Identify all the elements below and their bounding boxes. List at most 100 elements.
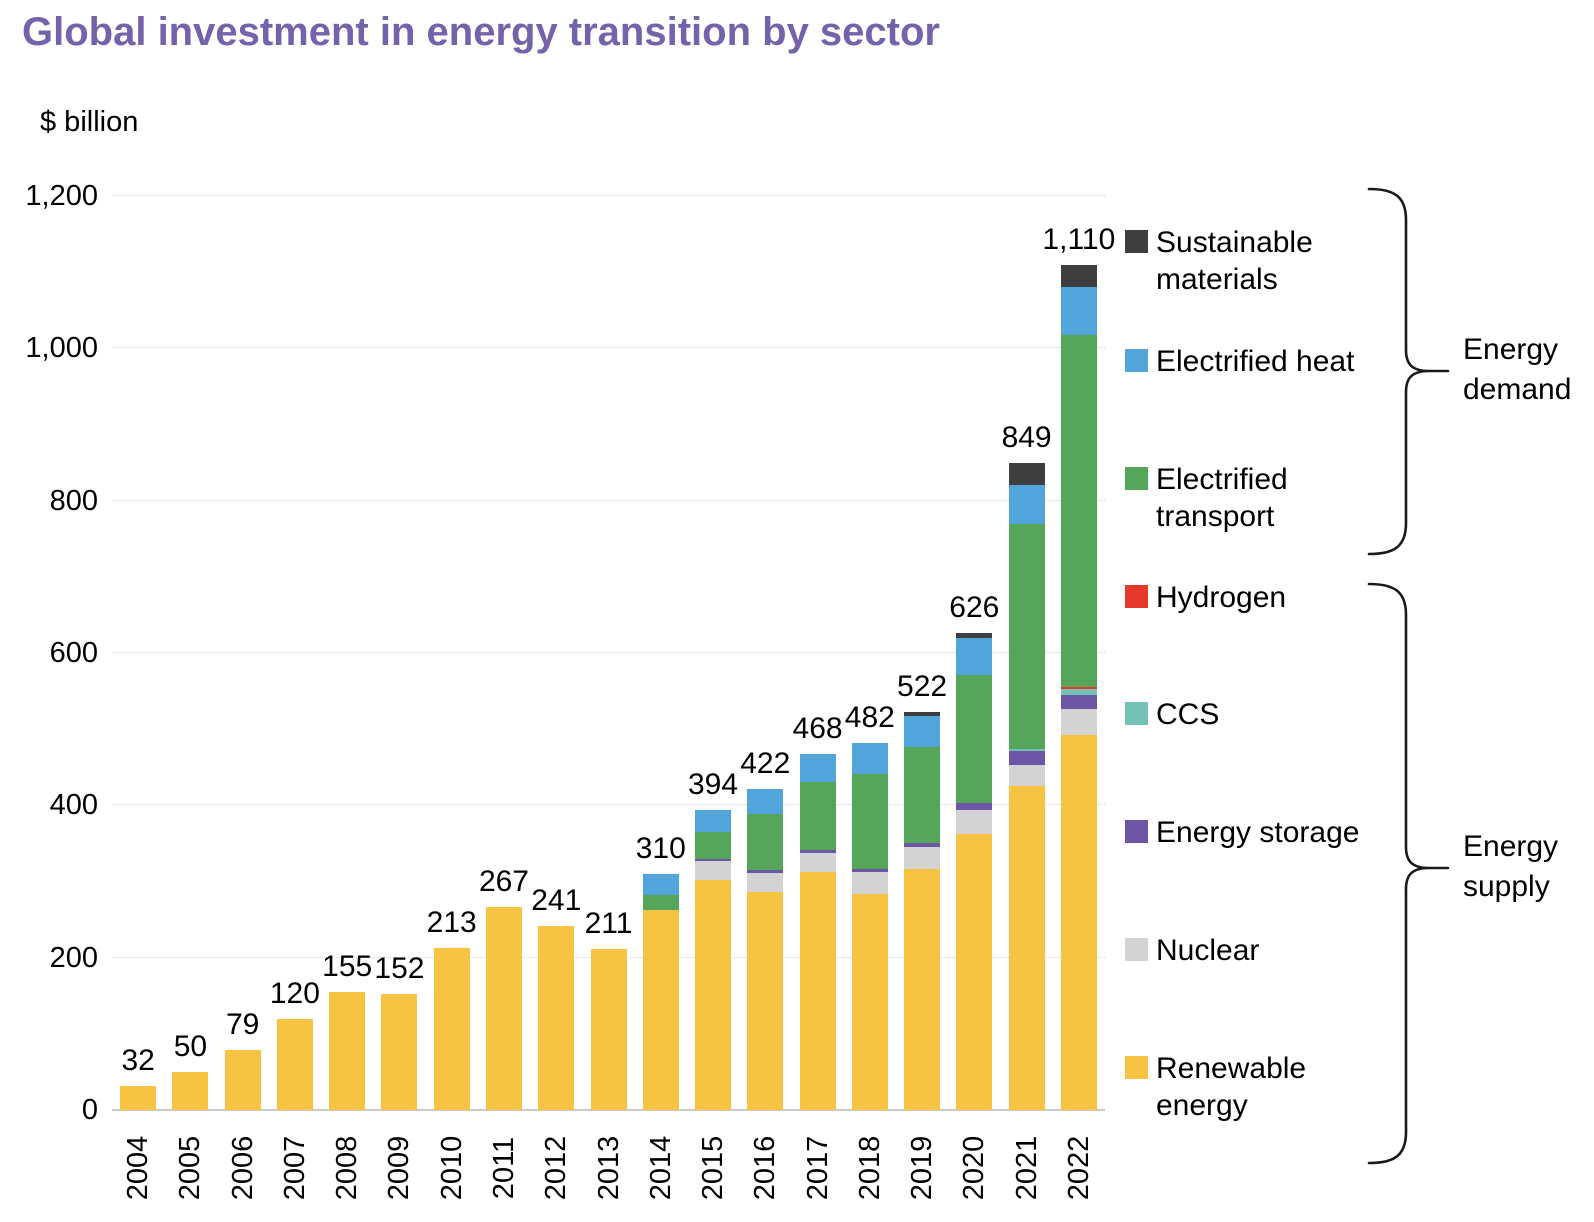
bar-2018: [851, 742, 888, 1110]
bar-segment-electrified-heat-2022: [1060, 287, 1097, 335]
bar-segment-electrified-heat-2019: [904, 715, 941, 748]
legend-swatch-renewable-energy: [1125, 1056, 1148, 1079]
energy-demand-brace: [1367, 187, 1450, 556]
legend-label: Hydrogen: [1156, 581, 1287, 614]
bar-segment-renewable-energy-2022: [1060, 734, 1097, 1110]
y-tick-200: 200: [49, 941, 98, 974]
gridline-600: [112, 652, 1105, 653]
bar-total-label-2019: 522: [897, 670, 948, 704]
x-axis-line: [112, 1109, 1105, 1111]
bar-segment-energy-storage-2021: [1008, 751, 1045, 765]
legend-label: CCS: [1156, 698, 1220, 731]
legend-swatch-electrified-transport: [1125, 467, 1148, 490]
bar-total-label-2004: 32: [121, 1043, 155, 1077]
x-tick-2019: 2019: [906, 1135, 939, 1201]
bar-total-label-2005: 50: [173, 1029, 208, 1063]
bar-segment-electrified-heat-2014: [642, 873, 679, 896]
bar-segment-energy-storage-2017: [799, 850, 836, 854]
legend-label: Renewable energy: [1156, 1052, 1307, 1122]
legend-swatch-nuclear: [1125, 938, 1148, 961]
legend-item-renewable-energy: Renewable energy: [1125, 1050, 1306, 1124]
legend-item-electrified-heat: Electrified heat: [1125, 343, 1354, 380]
bar-total-label-2015: 394: [687, 767, 739, 801]
bar-2013: [590, 949, 627, 1110]
bar-segment-nuclear-2021: [1008, 764, 1045, 787]
bar-segment-sustainable-materials-2019: [904, 712, 941, 716]
energy-supply-brace: [1367, 582, 1450, 1165]
bar-segment-renewable-energy-2006: [224, 1049, 261, 1110]
bar-2017: [799, 753, 836, 1110]
bar-segment-ccs-2022: [1060, 688, 1097, 695]
bar-segment-electrified-transport-2014: [642, 895, 679, 911]
bar-total-label-2008: 155: [322, 949, 373, 983]
bar-2008: [329, 991, 366, 1110]
bar-segment-renewable-energy-2016: [747, 892, 784, 1110]
bar-total-label-2022: 1,110: [1042, 222, 1116, 256]
bar-2016: [747, 788, 784, 1110]
legend-item-sustainable-materials: Sustainable materials: [1125, 224, 1313, 298]
y-tick-1,000: 1,000: [25, 332, 98, 365]
bar-total-label-2017: 468: [792, 711, 843, 745]
bar-segment-energy-storage-2015: [695, 859, 732, 861]
bar-segment-electrified-transport-2021: [1008, 524, 1045, 749]
bar-segment-electrified-transport-2022: [1060, 334, 1097, 687]
bar-segment-energy-storage-2018: [851, 868, 888, 873]
bar-segment-renewable-energy-2004: [120, 1085, 157, 1110]
bar-total-label-2020: 626: [949, 591, 1000, 625]
bar-segment-energy-storage-2016: [747, 870, 784, 874]
bar-segment-sustainable-materials-2022: [1060, 264, 1097, 288]
bar-total-label-2016: 422: [740, 746, 791, 780]
bar-segment-electrified-transport-2017: [799, 781, 836, 851]
bar-segment-renewable-energy-2020: [956, 833, 993, 1110]
bar-total-label-2009: 152: [374, 952, 425, 986]
legend-item-hydrogen: Hydrogen: [1125, 579, 1286, 616]
bar-2022: [1060, 264, 1097, 1110]
bar-2006: [224, 1049, 261, 1110]
bar-segment-electrified-heat-2015: [695, 809, 732, 833]
x-tick-2017: 2017: [801, 1135, 834, 1201]
bar-segment-renewable-energy-2007: [276, 1018, 313, 1110]
bar-total-label-2014: 310: [635, 831, 686, 865]
x-tick-2006: 2006: [226, 1135, 259, 1201]
bar-segment-nuclear-2015: [695, 860, 732, 880]
bar-segment-nuclear-2016: [747, 873, 784, 893]
legend-label: Energy storage: [1156, 816, 1360, 849]
bar-2007: [276, 1018, 313, 1110]
chart-title: Global investment in energy transition b…: [22, 10, 940, 54]
x-tick-2005: 2005: [174, 1135, 207, 1201]
energy-supply-label: Energy supply: [1463, 830, 1559, 903]
x-tick-2010: 2010: [435, 1135, 468, 1201]
legend-item-energy-storage: Energy storage: [1125, 814, 1359, 851]
bar-2015: [695, 809, 732, 1110]
gridline-800: [112, 499, 1105, 501]
bar-segment-electrified-heat-2016: [747, 788, 784, 814]
bar-total-label-2010: 213: [426, 905, 477, 939]
bar-segment-renewable-energy-2009: [381, 994, 418, 1110]
x-tick-2014: 2014: [644, 1135, 677, 1201]
bar-segment-electrified-heat-2018: [851, 742, 888, 775]
bar-segment-nuclear-2018: [851, 872, 888, 894]
bar-segment-renewable-energy-2012: [538, 926, 575, 1110]
x-tick-2013: 2013: [592, 1135, 625, 1201]
bar-2009: [381, 994, 418, 1110]
legend-swatch-ccs: [1125, 702, 1148, 725]
legend-swatch-energy-storage: [1125, 820, 1148, 843]
bar-segment-renewable-energy-2019: [904, 868, 941, 1110]
bar-total-label-2006: 79: [225, 1007, 260, 1041]
bar-2005: [172, 1071, 209, 1110]
bar-segment-nuclear-2019: [904, 847, 941, 869]
bar-2014: [642, 873, 679, 1110]
bar-segment-nuclear-2017: [799, 853, 836, 872]
x-tick-2008: 2008: [331, 1135, 364, 1201]
legend-swatch-sustainable-materials: [1125, 230, 1148, 253]
bar-segment-nuclear-2022: [1060, 708, 1097, 735]
y-axis-unit-label: $ billion: [40, 106, 139, 138]
bar-total-label-2013: 211: [584, 907, 633, 941]
legend-label: Sustainable materials: [1156, 226, 1313, 296]
bar-segment-electrified-heat-2017: [799, 753, 836, 782]
x-tick-2015: 2015: [697, 1135, 730, 1201]
bar-2011: [485, 906, 522, 1110]
y-tick-0: 0: [81, 1094, 98, 1126]
bar-segment-renewable-energy-2013: [590, 949, 627, 1110]
x-tick-2004: 2004: [122, 1135, 155, 1201]
